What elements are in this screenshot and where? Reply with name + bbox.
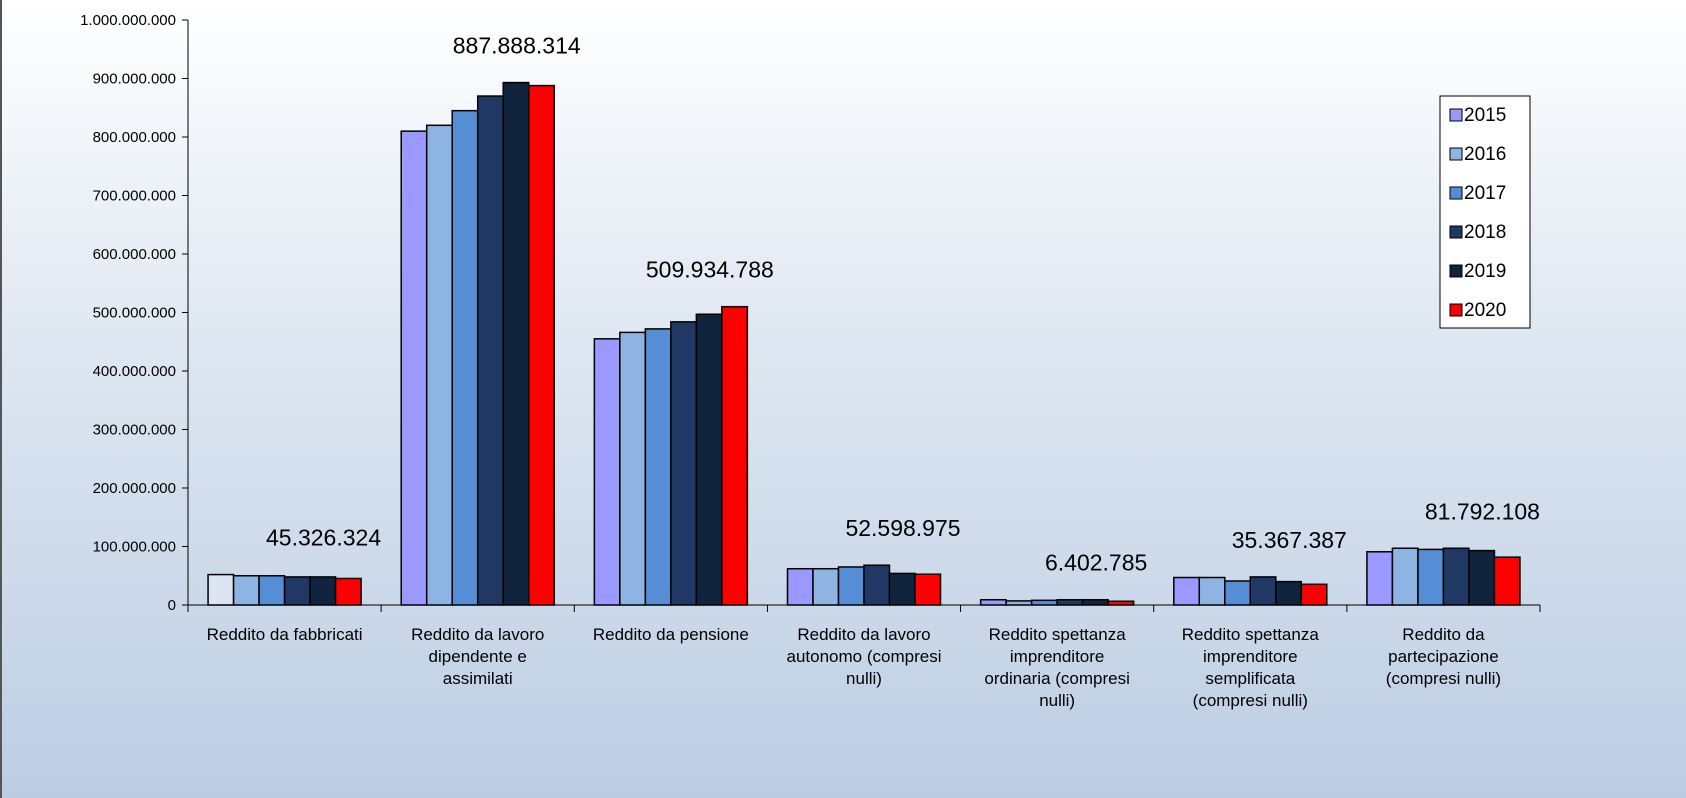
bar-2016 xyxy=(232,575,260,606)
bar-2019 xyxy=(695,313,723,606)
bar-2018 xyxy=(1056,598,1084,606)
x-tick-label: Reddito da lavoro xyxy=(411,625,544,644)
bar-2015 xyxy=(593,338,621,606)
bar-2017 xyxy=(644,328,672,606)
y-tick-label: 500.000.000 xyxy=(93,305,176,322)
bar-2017 xyxy=(837,566,865,606)
bar-2020 xyxy=(1300,583,1328,606)
data-label: 509.934.788 xyxy=(646,257,774,283)
data-label: 81.792.108 xyxy=(1425,498,1540,524)
bar-2016 xyxy=(812,567,840,606)
bar-2015 xyxy=(1173,576,1201,606)
legend-swatch-2017 xyxy=(1449,186,1463,200)
bar-2017 xyxy=(451,109,479,606)
data-label: 45.326.324 xyxy=(266,525,381,551)
bar-2017 xyxy=(1417,548,1445,606)
bar-2016 xyxy=(1391,547,1419,606)
legend-label-2019: 2019 xyxy=(1464,261,1506,282)
x-tick-label: Reddito da pensione xyxy=(593,625,749,644)
legend-label-2015: 2015 xyxy=(1464,105,1506,126)
bar-2015 xyxy=(979,598,1007,606)
bar-2019 xyxy=(1275,580,1303,606)
bar-2018 xyxy=(1442,547,1470,606)
legend-swatch-2015 xyxy=(1449,108,1463,122)
legend-swatch-2016 xyxy=(1449,147,1463,161)
legend-swatch-2018 xyxy=(1449,225,1463,239)
bar-2015 xyxy=(400,130,428,606)
bar-2017 xyxy=(258,575,286,606)
legend-label-2018: 2018 xyxy=(1464,222,1506,243)
data-label: 35.367.387 xyxy=(1232,527,1347,553)
legend-label-2017: 2017 xyxy=(1464,183,1506,204)
y-tick-label: 900.000.000 xyxy=(93,71,176,88)
x-tick-label: Reddito da fabbricati xyxy=(207,625,363,644)
bar-2015 xyxy=(1366,551,1394,606)
bar-2018 xyxy=(476,95,504,606)
x-tick-label: imprenditore xyxy=(1010,647,1105,666)
legend-label-2020: 2020 xyxy=(1464,300,1506,321)
bar-2018 xyxy=(670,321,698,606)
data-label: 6.402.785 xyxy=(1045,550,1147,576)
x-tick-label: nulli) xyxy=(1039,691,1075,710)
bar-2020 xyxy=(1107,600,1135,606)
bar-2019 xyxy=(1081,598,1109,606)
x-tick-label: Reddito spettanza xyxy=(989,625,1127,644)
x-tick-label: Reddito spettanza xyxy=(1182,625,1320,644)
x-tick-label: Reddito da lavoro xyxy=(797,625,930,644)
bar-2015 xyxy=(786,567,814,606)
x-tick-label: semplificata xyxy=(1205,669,1295,688)
bar-2020 xyxy=(527,84,555,606)
x-tick-label: ordinaria (compresi xyxy=(984,669,1130,688)
bar-2018 xyxy=(283,576,311,606)
x-tick-label: nulli) xyxy=(846,669,882,688)
bar-2016 xyxy=(619,331,647,606)
y-tick-label: 1.000.000.000 xyxy=(80,12,176,29)
x-tick-label: Reddito da xyxy=(1402,625,1485,644)
bar-2019 xyxy=(1468,549,1496,606)
bar-2020 xyxy=(334,577,362,606)
x-tick-label: imprenditore xyxy=(1203,647,1298,666)
x-tick-label: (compresi nulli) xyxy=(1193,691,1308,710)
x-tick-label: (compresi nulli) xyxy=(1386,669,1501,688)
y-tick-label: 400.000.000 xyxy=(93,363,176,380)
data-label: 52.598.975 xyxy=(845,515,960,541)
bar-2020 xyxy=(914,573,942,606)
bar-2018 xyxy=(1249,576,1277,606)
x-tick-label: dipendente e xyxy=(429,647,527,666)
bar-2015 xyxy=(207,573,235,606)
y-tick-label: 0 xyxy=(168,597,176,614)
bar-2020 xyxy=(1493,556,1521,606)
y-tick-label: 100.000.000 xyxy=(93,539,176,556)
y-tick-label: 800.000.000 xyxy=(93,129,176,146)
y-tick-label: 600.000.000 xyxy=(93,246,176,263)
bar-2020 xyxy=(721,305,749,606)
x-tick-label: autonomo (compresi xyxy=(787,647,942,666)
legend-swatch-2019 xyxy=(1449,264,1463,278)
bar-2017 xyxy=(1030,599,1058,606)
x-tick-label: assimilati xyxy=(443,669,513,688)
legend-label-2016: 2016 xyxy=(1464,144,1506,165)
bar-2017 xyxy=(1224,580,1252,606)
y-tick-label: 200.000.000 xyxy=(93,480,176,497)
y-tick-label: 300.000.000 xyxy=(93,422,176,439)
bar-2019 xyxy=(888,572,916,606)
bar-2019 xyxy=(309,576,337,606)
y-tick-label: 700.000.000 xyxy=(93,188,176,205)
legend-box xyxy=(1439,95,1531,329)
bar-2016 xyxy=(1005,600,1033,606)
legend-swatch-2020 xyxy=(1449,303,1463,317)
bar-2016 xyxy=(425,124,453,606)
bar-2018 xyxy=(863,564,891,606)
bar-2016 xyxy=(1198,576,1226,606)
x-tick-label: partecipazione xyxy=(1388,647,1499,666)
data-label: 887.888.314 xyxy=(453,33,581,59)
bar-2019 xyxy=(502,81,530,606)
